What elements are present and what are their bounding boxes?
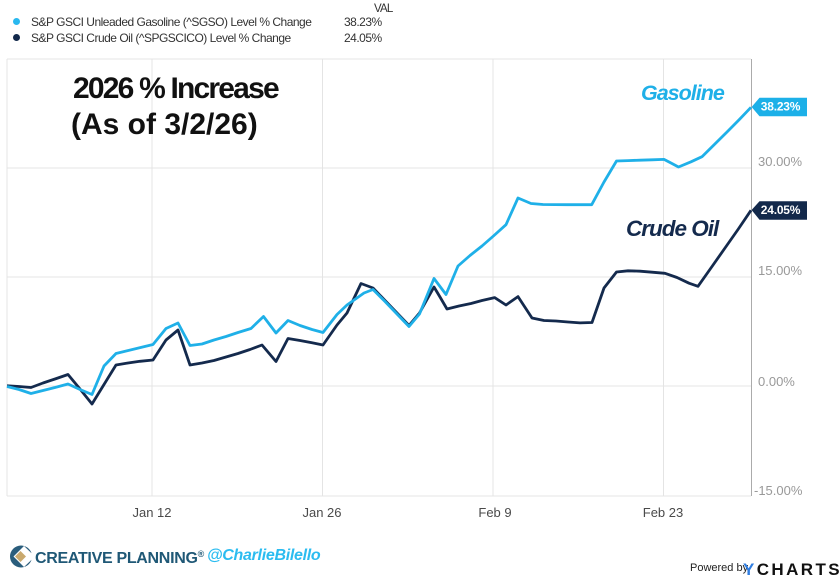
svg-text:38.23%: 38.23% bbox=[761, 100, 801, 114]
svg-text:24.05%: 24.05% bbox=[761, 203, 801, 217]
